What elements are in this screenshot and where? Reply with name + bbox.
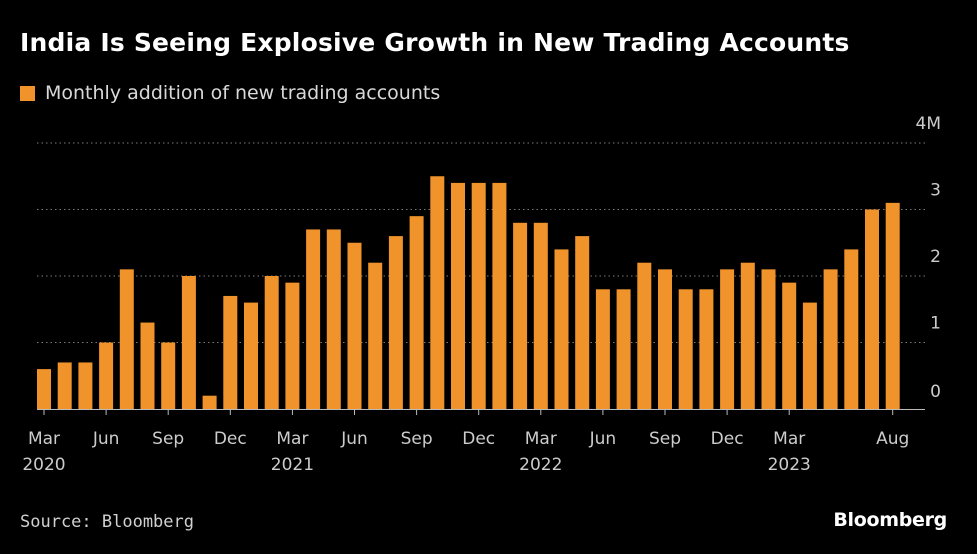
x-year-label: 2022: [519, 455, 562, 475]
x-year-label: 2023: [768, 455, 811, 475]
chart-legend: Monthly addition of new trading accounts: [20, 82, 440, 104]
bar: [223, 295, 238, 409]
bar: [533, 222, 548, 409]
bar: [285, 282, 300, 409]
x-tick-label: Mar: [28, 429, 60, 449]
x-year-label: 2020: [22, 455, 65, 475]
bar: [637, 262, 652, 409]
x-tick-label: Mar: [276, 429, 308, 449]
y-tick-label: 1: [930, 314, 941, 334]
bar: [451, 182, 465, 409]
bar: [595, 289, 610, 409]
bar: [554, 249, 569, 409]
x-tick-label: Jun: [340, 429, 368, 449]
legend-swatch: [20, 85, 35, 101]
bar: [823, 269, 838, 409]
x-tick-label: Jun: [92, 429, 120, 449]
x-tick-label: Sep: [649, 429, 681, 449]
x-tick-label: Jun: [589, 429, 617, 449]
bar: [306, 229, 321, 409]
x-year-label: 2021: [271, 455, 314, 475]
bar: [347, 242, 362, 409]
x-tick-label: Dec: [462, 429, 495, 449]
x-tick-label: Mar: [773, 429, 805, 449]
bar: [740, 262, 755, 409]
source-note: Source: Bloomberg: [20, 512, 194, 532]
bar: [658, 269, 672, 409]
y-tick-label: 4M: [916, 114, 941, 134]
bar: [782, 282, 797, 409]
bar: [492, 182, 507, 409]
legend-label: Monthly addition of new trading accounts: [45, 82, 441, 104]
bar: [865, 209, 879, 409]
bar: [181, 276, 196, 409]
bar: [471, 182, 486, 409]
bar: [244, 302, 258, 409]
x-tick-label: Aug: [876, 429, 909, 449]
x-tick-label: Dec: [214, 429, 247, 449]
bar: [678, 289, 693, 409]
bar: [326, 229, 341, 409]
bar: [616, 289, 631, 409]
bar: [761, 269, 776, 409]
bloomberg-logo: Bloomberg: [833, 509, 947, 531]
y-tick-label: 3: [930, 181, 941, 201]
bar: [802, 302, 817, 409]
bars: [37, 176, 900, 409]
bar: [720, 269, 735, 409]
bar: [161, 342, 176, 409]
bar: [37, 369, 51, 409]
bar: [368, 262, 383, 409]
bar: [202, 395, 217, 409]
bar: [409, 216, 424, 409]
bar: [885, 202, 900, 409]
bar: [575, 236, 590, 409]
bar: [388, 236, 403, 409]
bar: [699, 289, 714, 409]
y-tick-label: 2: [930, 247, 941, 267]
y-tick-label: 0: [930, 382, 941, 402]
x-tick-label: Sep: [152, 429, 184, 449]
x-tick-label: Mar: [525, 429, 557, 449]
x-tick-label: Sep: [401, 429, 433, 449]
chart-title: India Is Seeing Explosive Growth in New …: [20, 28, 850, 57]
bar: [844, 249, 859, 409]
bar: [264, 276, 279, 409]
bar: [119, 269, 134, 409]
axes: 0 1 2 3 4M Mar 2020 Jun Sep Dec Mar 2021 Jun Sep Dec Ma…: [22, 114, 941, 475]
bar: [78, 362, 93, 409]
bar: [57, 362, 72, 409]
bar: [99, 342, 114, 409]
bar: [140, 322, 155, 409]
bar: [430, 176, 445, 409]
bar: [513, 222, 528, 409]
x-tick-label: Dec: [711, 429, 744, 449]
